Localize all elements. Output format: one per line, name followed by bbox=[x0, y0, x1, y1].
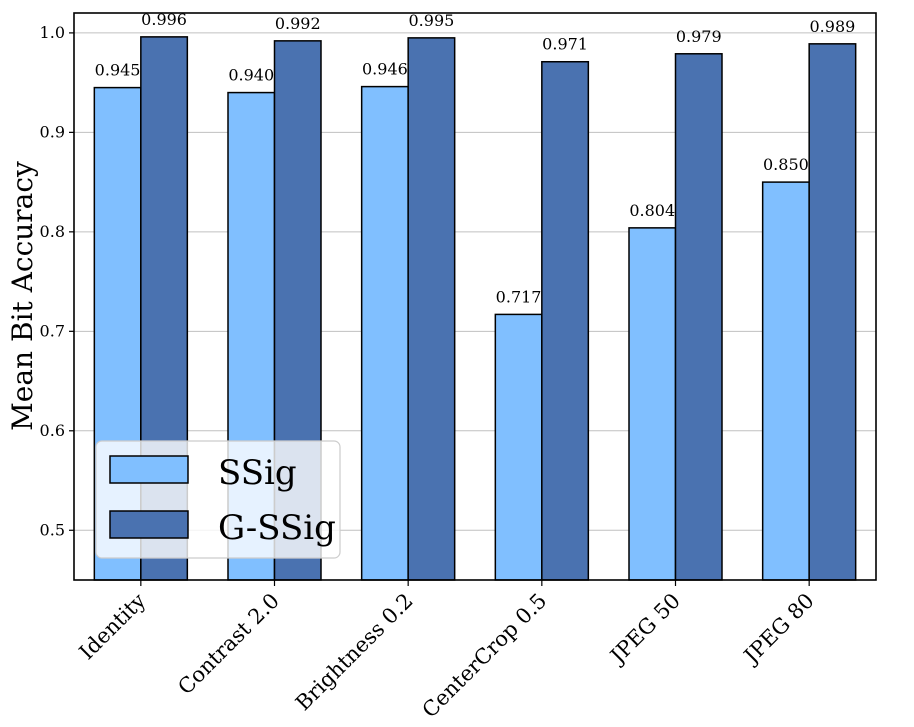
x-axis: Identity Contrast 2.0 Brightness 0.2 Center… bbox=[75, 580, 819, 722]
y-tick-label: 1.0 bbox=[40, 23, 65, 42]
value-label-g-ssig: 0.992 bbox=[275, 14, 321, 33]
value-label-g-ssig: 0.996 bbox=[141, 10, 187, 29]
bar-g-ssig bbox=[541, 60, 590, 581]
bar-ssig bbox=[360, 85, 409, 581]
value-label-ssig: 0.946 bbox=[362, 60, 408, 79]
x-tick-label: Identity bbox=[75, 588, 151, 664]
legend-swatch-g-ssig bbox=[109, 510, 189, 539]
y-axis-label: Mean Bit Accuracy bbox=[6, 161, 39, 431]
value-label-ssig: 0.804 bbox=[629, 201, 675, 220]
value-labels: 0.945 0.996 0.940 0.992 0.946 0.995 0.717 0.971… bbox=[95, 10, 856, 307]
value-label-g-ssig: 0.971 bbox=[542, 35, 588, 54]
value-label-ssig: 0.940 bbox=[228, 66, 274, 85]
x-tick-label: Brightness 0.2 bbox=[291, 589, 418, 716]
legend: SSig G-SSig bbox=[95, 440, 341, 559]
plot-frame bbox=[73, 12, 877, 581]
value-label-ssig: 0.945 bbox=[95, 61, 141, 80]
y-tick-label: 0.6 bbox=[40, 421, 65, 440]
legend-label-g-ssig: G-SSig bbox=[218, 508, 336, 548]
bar-ssig bbox=[494, 313, 543, 581]
y-tick-label: 0.5 bbox=[40, 520, 65, 539]
bar-ssig bbox=[628, 227, 677, 581]
legend-swatch-ssig bbox=[109, 455, 189, 484]
bar-g-ssig bbox=[407, 37, 456, 581]
grid-lines bbox=[74, 32, 876, 531]
bar-ssig bbox=[761, 181, 810, 581]
value-label-g-ssig: 0.989 bbox=[810, 17, 856, 36]
x-tick-label: JPEG 80 bbox=[738, 589, 819, 670]
value-label-ssig: 0.717 bbox=[496, 287, 542, 306]
y-axis: 0.5 0.6 0.7 0.8 0.9 1.0 bbox=[40, 23, 74, 539]
legend-label-ssig: SSig bbox=[218, 453, 297, 493]
y-tick-label: 0.7 bbox=[40, 321, 65, 340]
value-label-g-ssig: 0.995 bbox=[409, 11, 455, 30]
y-tick-label: 0.9 bbox=[40, 122, 65, 141]
bar-g-ssig bbox=[674, 53, 723, 581]
bar-g-ssig bbox=[808, 43, 857, 581]
y-tick-label: 0.8 bbox=[40, 222, 65, 241]
x-tick-label: JPEG 50 bbox=[604, 589, 685, 670]
x-tick-label: Contrast 2.0 bbox=[173, 589, 284, 700]
value-label-g-ssig: 0.979 bbox=[676, 27, 722, 46]
value-label-ssig: 0.850 bbox=[763, 155, 809, 174]
x-tick-label: CenterCrop 0.5 bbox=[418, 589, 552, 723]
